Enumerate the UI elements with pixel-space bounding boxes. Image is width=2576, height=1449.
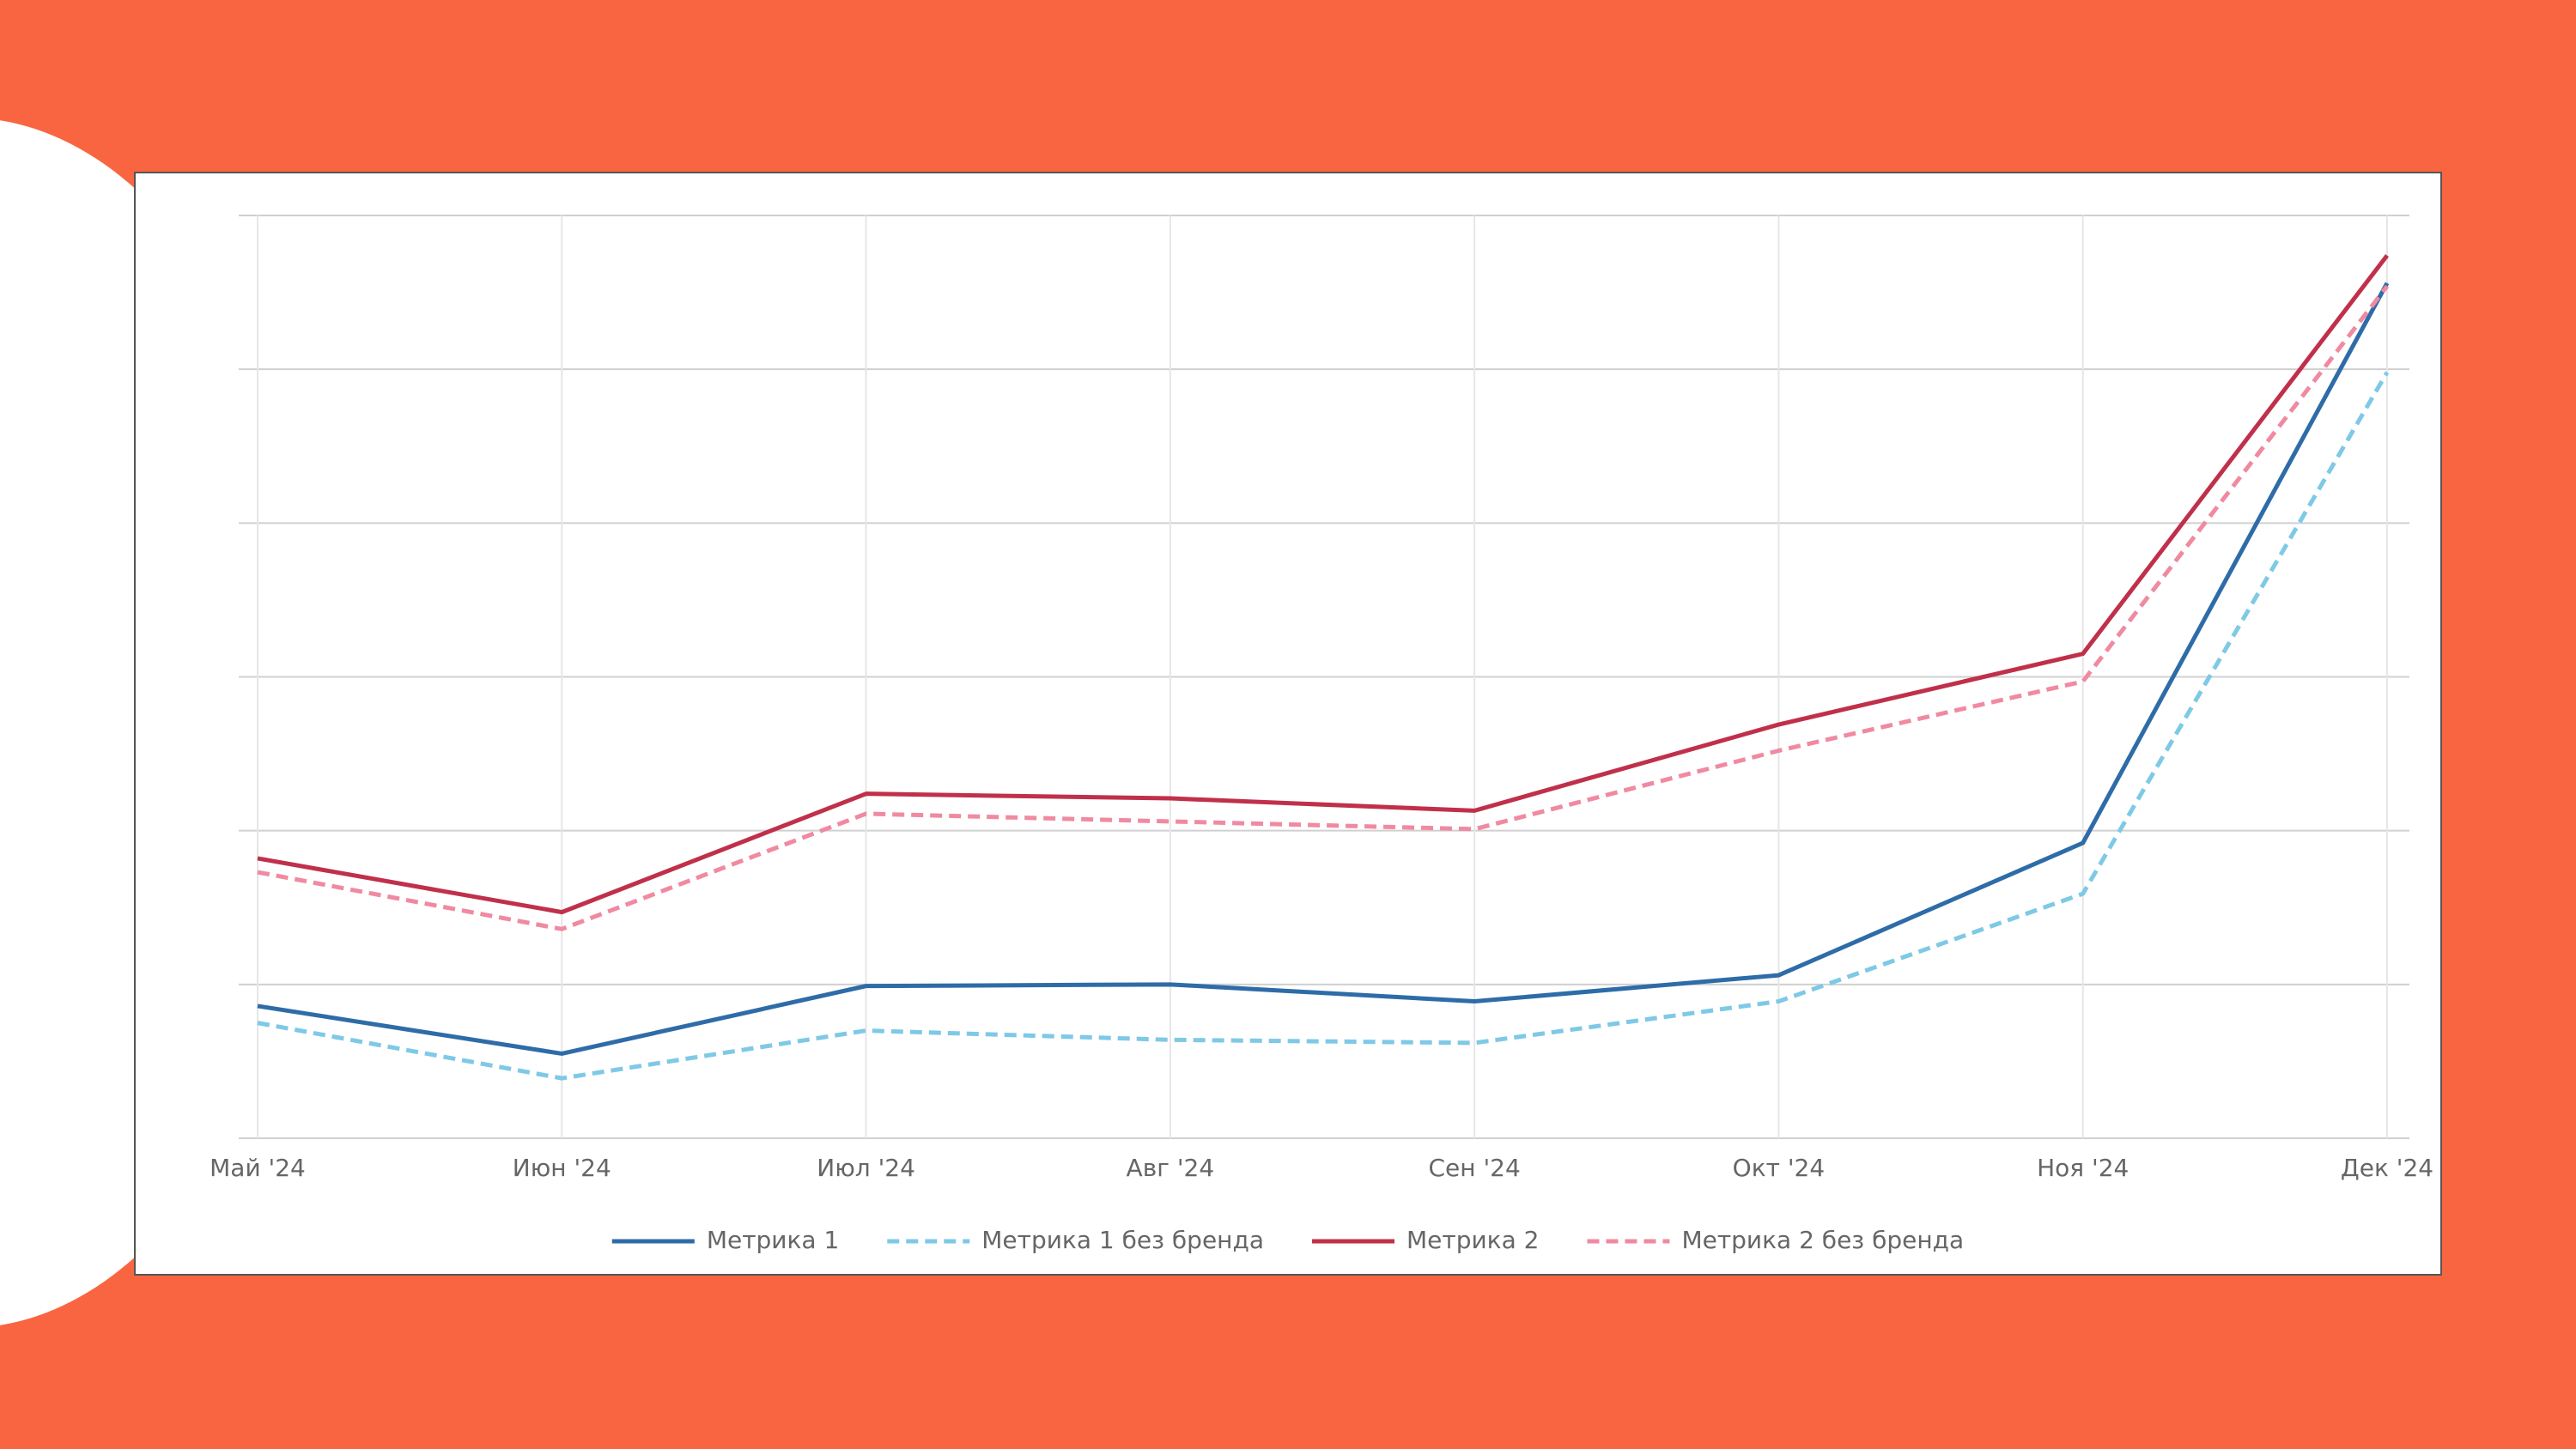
series-line	[257, 254, 2389, 915]
x-tick-label: Июл '24	[817, 1154, 915, 1182]
series-line	[257, 282, 2390, 1056]
series-line	[257, 371, 2390, 1081]
x-tick-label: Ноя '24	[2037, 1154, 2129, 1182]
legend-label: Метрика 2 без бренда	[1681, 1226, 1964, 1254]
chart: Май '24 Июн '24 Июл '24 Авг '24 Сен '24 Окт '…	[210, 215, 2433, 1254]
chart-frame	[134, 172, 2442, 1276]
legend-label: Метрика 1 без бренда	[981, 1226, 1264, 1254]
series-line	[257, 284, 2389, 931]
x-tick-label: Окт '24	[1733, 1154, 1826, 1182]
x-tick-label: Сен '24	[1428, 1154, 1520, 1182]
x-tick-label: Июн '24	[513, 1154, 611, 1182]
legend-label: Метрика 1	[707, 1226, 839, 1254]
x-tick-label: Авг '24	[1127, 1154, 1215, 1182]
x-tick-label: Май '24	[210, 1154, 306, 1182]
legend-label: Метрика 2	[1406, 1226, 1539, 1254]
x-tick-label: Дек '24	[2341, 1154, 2433, 1182]
